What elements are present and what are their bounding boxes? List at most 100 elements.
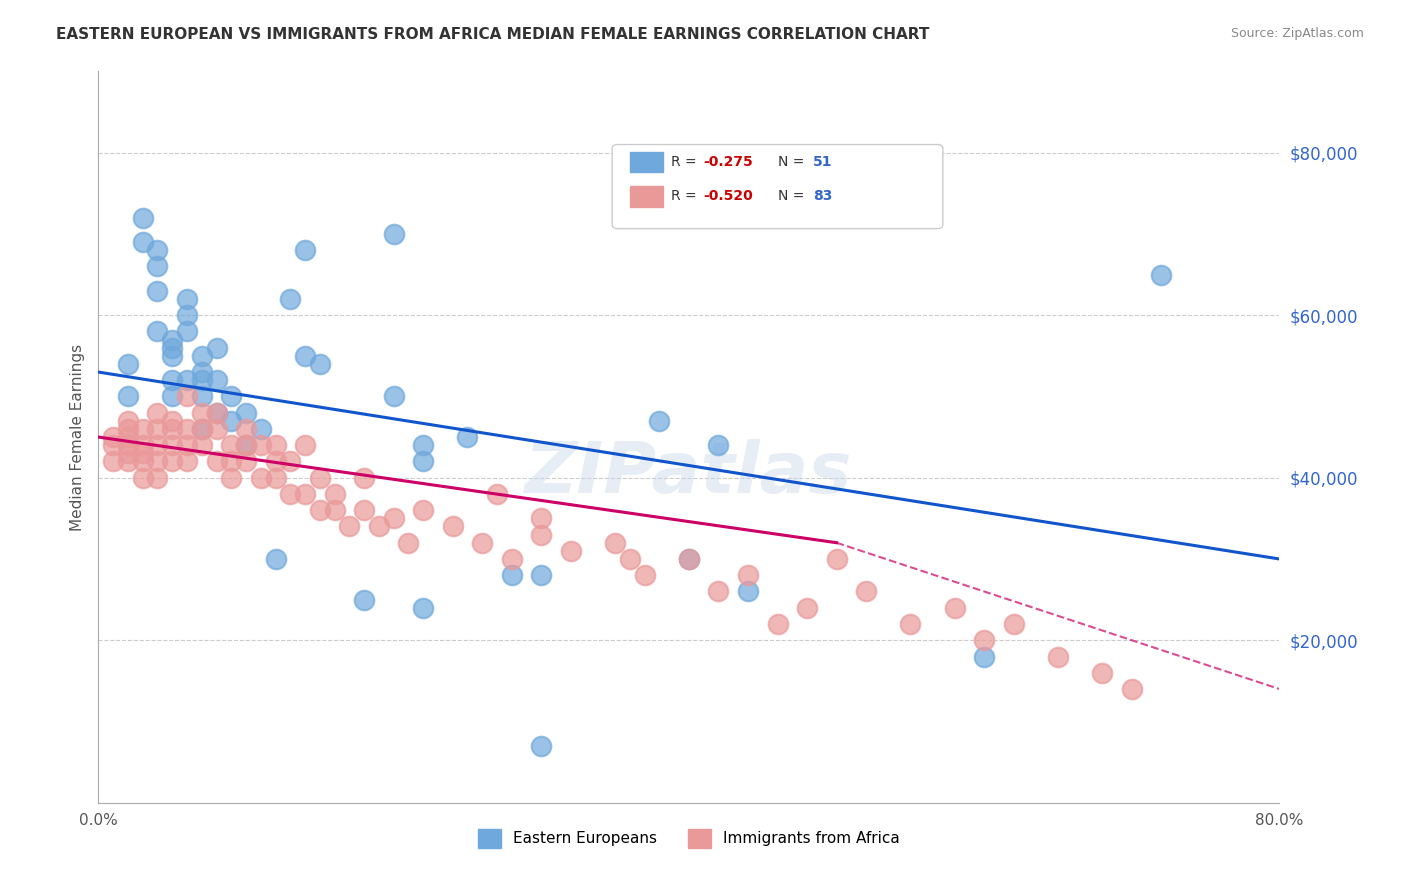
Point	[221, 389, 243, 403]
Point	[176, 373, 198, 387]
Point	[501, 552, 523, 566]
Point	[943, 600, 966, 615]
Point	[368, 519, 391, 533]
Point	[471, 535, 494, 549]
Point	[250, 438, 273, 452]
Point	[162, 333, 183, 347]
Point	[264, 552, 287, 566]
Point	[294, 438, 316, 452]
Point	[191, 406, 214, 420]
Point	[1046, 649, 1070, 664]
Point	[205, 406, 228, 420]
Point	[737, 584, 759, 599]
Legend: Eastern Europeans, Immigrants from Africa: Eastern Europeans, Immigrants from Afric…	[472, 822, 905, 854]
Point	[162, 373, 183, 387]
Point	[264, 471, 287, 485]
Point	[294, 243, 316, 257]
Point	[103, 454, 125, 468]
Point	[191, 373, 214, 387]
Point	[176, 454, 198, 468]
Point	[412, 600, 434, 615]
Point	[146, 454, 169, 468]
Point	[205, 341, 228, 355]
Point	[501, 568, 523, 582]
Point	[323, 487, 346, 501]
Point	[486, 487, 509, 501]
Point	[162, 438, 183, 452]
Point	[162, 349, 183, 363]
Point	[162, 454, 183, 468]
Point	[117, 438, 139, 452]
Point	[560, 544, 582, 558]
Text: Source: ZipAtlas.com: Source: ZipAtlas.com	[1230, 27, 1364, 40]
Point	[221, 471, 243, 485]
Point	[1150, 268, 1173, 282]
Point	[398, 535, 420, 549]
Point	[191, 422, 214, 436]
Point	[221, 454, 243, 468]
Point	[191, 365, 214, 379]
Point	[235, 438, 257, 452]
Point	[132, 471, 155, 485]
Point	[176, 438, 198, 452]
Point	[855, 584, 877, 599]
Point	[250, 471, 273, 485]
Point	[117, 446, 139, 460]
Point	[441, 519, 464, 533]
Point	[162, 341, 183, 355]
Point	[191, 349, 214, 363]
Point	[146, 422, 169, 436]
Point	[103, 438, 125, 452]
Point	[162, 414, 183, 428]
Point	[117, 422, 139, 436]
Point	[678, 552, 700, 566]
Point	[117, 454, 139, 468]
Point	[1121, 681, 1143, 696]
Point	[132, 454, 155, 468]
Point	[634, 568, 657, 582]
Point	[132, 446, 155, 460]
Point	[530, 527, 553, 541]
Point	[530, 739, 553, 753]
Point	[707, 584, 730, 599]
Point	[412, 503, 434, 517]
Point	[146, 243, 169, 257]
Text: ZIPatlas: ZIPatlas	[526, 439, 852, 508]
Point	[191, 438, 214, 452]
Point	[412, 438, 434, 452]
Point	[264, 454, 287, 468]
Text: 83: 83	[813, 189, 832, 203]
Point	[205, 373, 228, 387]
Point	[264, 438, 287, 452]
Point	[176, 389, 198, 403]
Point	[146, 260, 169, 274]
Point	[103, 430, 125, 444]
Text: EASTERN EUROPEAN VS IMMIGRANTS FROM AFRICA MEDIAN FEMALE EARNINGS CORRELATION CH: EASTERN EUROPEAN VS IMMIGRANTS FROM AFRI…	[56, 27, 929, 42]
Point	[250, 422, 273, 436]
Point	[530, 511, 553, 525]
Point	[117, 430, 139, 444]
Point	[678, 552, 700, 566]
Point	[162, 389, 183, 403]
Point	[280, 454, 302, 468]
Point	[796, 600, 818, 615]
Point	[605, 535, 627, 549]
Point	[737, 568, 759, 582]
Point	[973, 633, 995, 648]
Point	[176, 308, 198, 322]
Point	[648, 414, 671, 428]
Point	[191, 422, 214, 436]
Point	[339, 519, 361, 533]
Point	[132, 235, 155, 249]
Point	[117, 357, 139, 371]
Point	[176, 422, 198, 436]
Point	[294, 349, 316, 363]
Point	[221, 414, 243, 428]
Point	[1002, 617, 1025, 632]
Bar	[630, 186, 664, 207]
Point	[457, 430, 479, 444]
Point	[146, 471, 169, 485]
Text: N =: N =	[778, 189, 808, 203]
Point	[353, 503, 375, 517]
Point	[146, 325, 169, 339]
